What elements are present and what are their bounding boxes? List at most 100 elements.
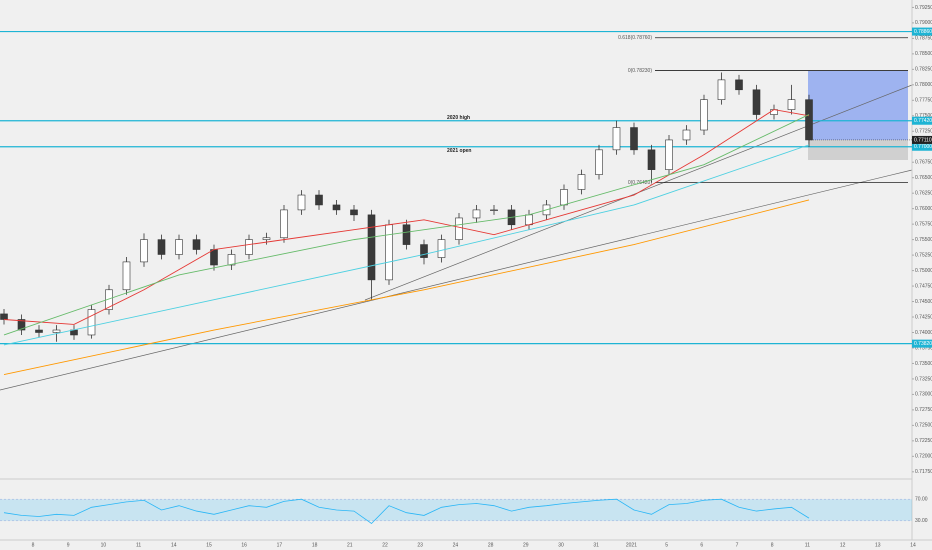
candle-body [472,209,481,219]
y-tick-label: 0.77500 [915,113,932,119]
candle-body [87,309,96,336]
candle-body [280,209,288,239]
y-tick-label: 0.74000 [915,330,932,336]
y-tick-label: 0.76750 [915,160,932,166]
candle-body [350,209,358,216]
candle-body [367,214,376,281]
y-tick-label: 0.72500 [915,423,932,429]
trendline [0,169,913,391]
x-tick-label: 8 [771,542,774,548]
fib-label: 0(0.78230) [628,68,653,74]
candle-body [805,99,813,141]
last-price-label: 0.77110 [914,137,932,143]
candle-body [192,239,201,250]
candle-body [647,149,656,170]
x-tick-label: 7 [736,542,739,548]
candle-body [0,313,8,320]
y-tick-label: 0.74750 [915,283,932,289]
y-tick-label: 0.75750 [915,221,932,227]
x-tick-label: 18 [312,542,318,548]
candle-body [560,189,568,206]
y-tick-label: 0.72000 [915,454,932,460]
candle-body [17,319,26,331]
long-position-stop [808,140,908,160]
candle-body [245,239,253,255]
x-tick-label: 6 [700,542,703,548]
y-tick-label: 0.73500 [915,361,932,367]
level-label: 2021 open [447,148,471,154]
candle-body [175,239,183,255]
candle-body [577,174,586,190]
x-tick-label: 12 [840,542,846,548]
y-tick-label: 0.76500 [915,175,932,181]
candle-body [210,249,218,266]
x-tick-label: 23 [417,542,423,548]
candle-body [140,239,148,263]
x-tick-label: 21 [347,542,353,548]
last-price-tag [912,135,932,144]
candle-body [682,129,691,141]
candle-body [297,194,306,211]
rsi-tick-label: 30.00 [915,518,928,524]
x-tick-label: 16 [241,542,247,548]
x-tick-label: 11 [136,542,141,548]
y-tick-label: 0.78000 [915,82,932,88]
candle-body [437,239,446,258]
candle-body [35,329,43,333]
rsi-band [0,499,912,521]
y-tick-label: 0.73250 [915,376,932,382]
candle-body [735,79,743,91]
y-tick-label: 0.77250 [915,129,932,135]
moving-average [3,144,810,346]
candle-body [385,224,393,281]
candle-body [227,254,236,266]
level-tag-label: 0.77420 [914,118,932,124]
candle-body [402,224,411,245]
y-tick-label: 0.72750 [915,407,932,413]
x-tick-label: 22 [382,542,388,548]
candle-body [332,204,341,211]
x-tick-label: 14 [171,542,177,548]
candle-body [700,99,708,131]
y-tick-label: 0.73000 [915,392,932,398]
level-tag-label: 0.73820 [914,341,932,347]
y-tick-label: 0.78250 [915,67,932,73]
y-tick-label: 0.78750 [915,36,932,42]
x-tick-label: 14 [910,542,916,548]
y-tick-label: 0.75250 [915,252,932,258]
y-tick-label: 0.73750 [915,345,932,351]
candle-body [122,261,131,291]
x-tick-label: 29 [523,542,529,548]
candle-body [717,79,726,100]
moving-average [3,109,810,325]
candle-body [525,214,533,226]
level-tag [912,116,932,125]
x-tick-label: 8 [32,542,35,548]
x-tick-label: 10 [101,542,107,548]
fib-label: 0.618(0.78760) [618,35,652,41]
moving-average [3,114,810,336]
rsi-line [3,498,810,525]
x-tick-label: 31 [593,542,599,548]
level-tag-label: 0.78860 [914,29,932,35]
candle-body [490,209,498,211]
y-tick-label: 0.74250 [915,314,932,320]
x-tick-label: 9 [67,542,70,548]
rsi-tick-label: 70.00 [915,497,928,503]
candle-body [612,127,621,151]
x-tick-label: 13 [875,542,881,548]
level-label: 2020 high [447,115,470,121]
x-tick-label: 11 [805,542,810,548]
level-tag [912,339,932,348]
level-tag [912,27,932,36]
y-tick-label: 0.78500 [915,51,932,57]
moving-average [3,199,810,376]
y-tick-label: 0.76000 [915,206,932,212]
candle-body [52,329,61,333]
candle-body [752,89,761,115]
x-tick-label: 30 [558,542,564,548]
y-tick-label: 0.77750 [915,98,932,104]
y-tick-label: 0.72250 [915,438,932,444]
